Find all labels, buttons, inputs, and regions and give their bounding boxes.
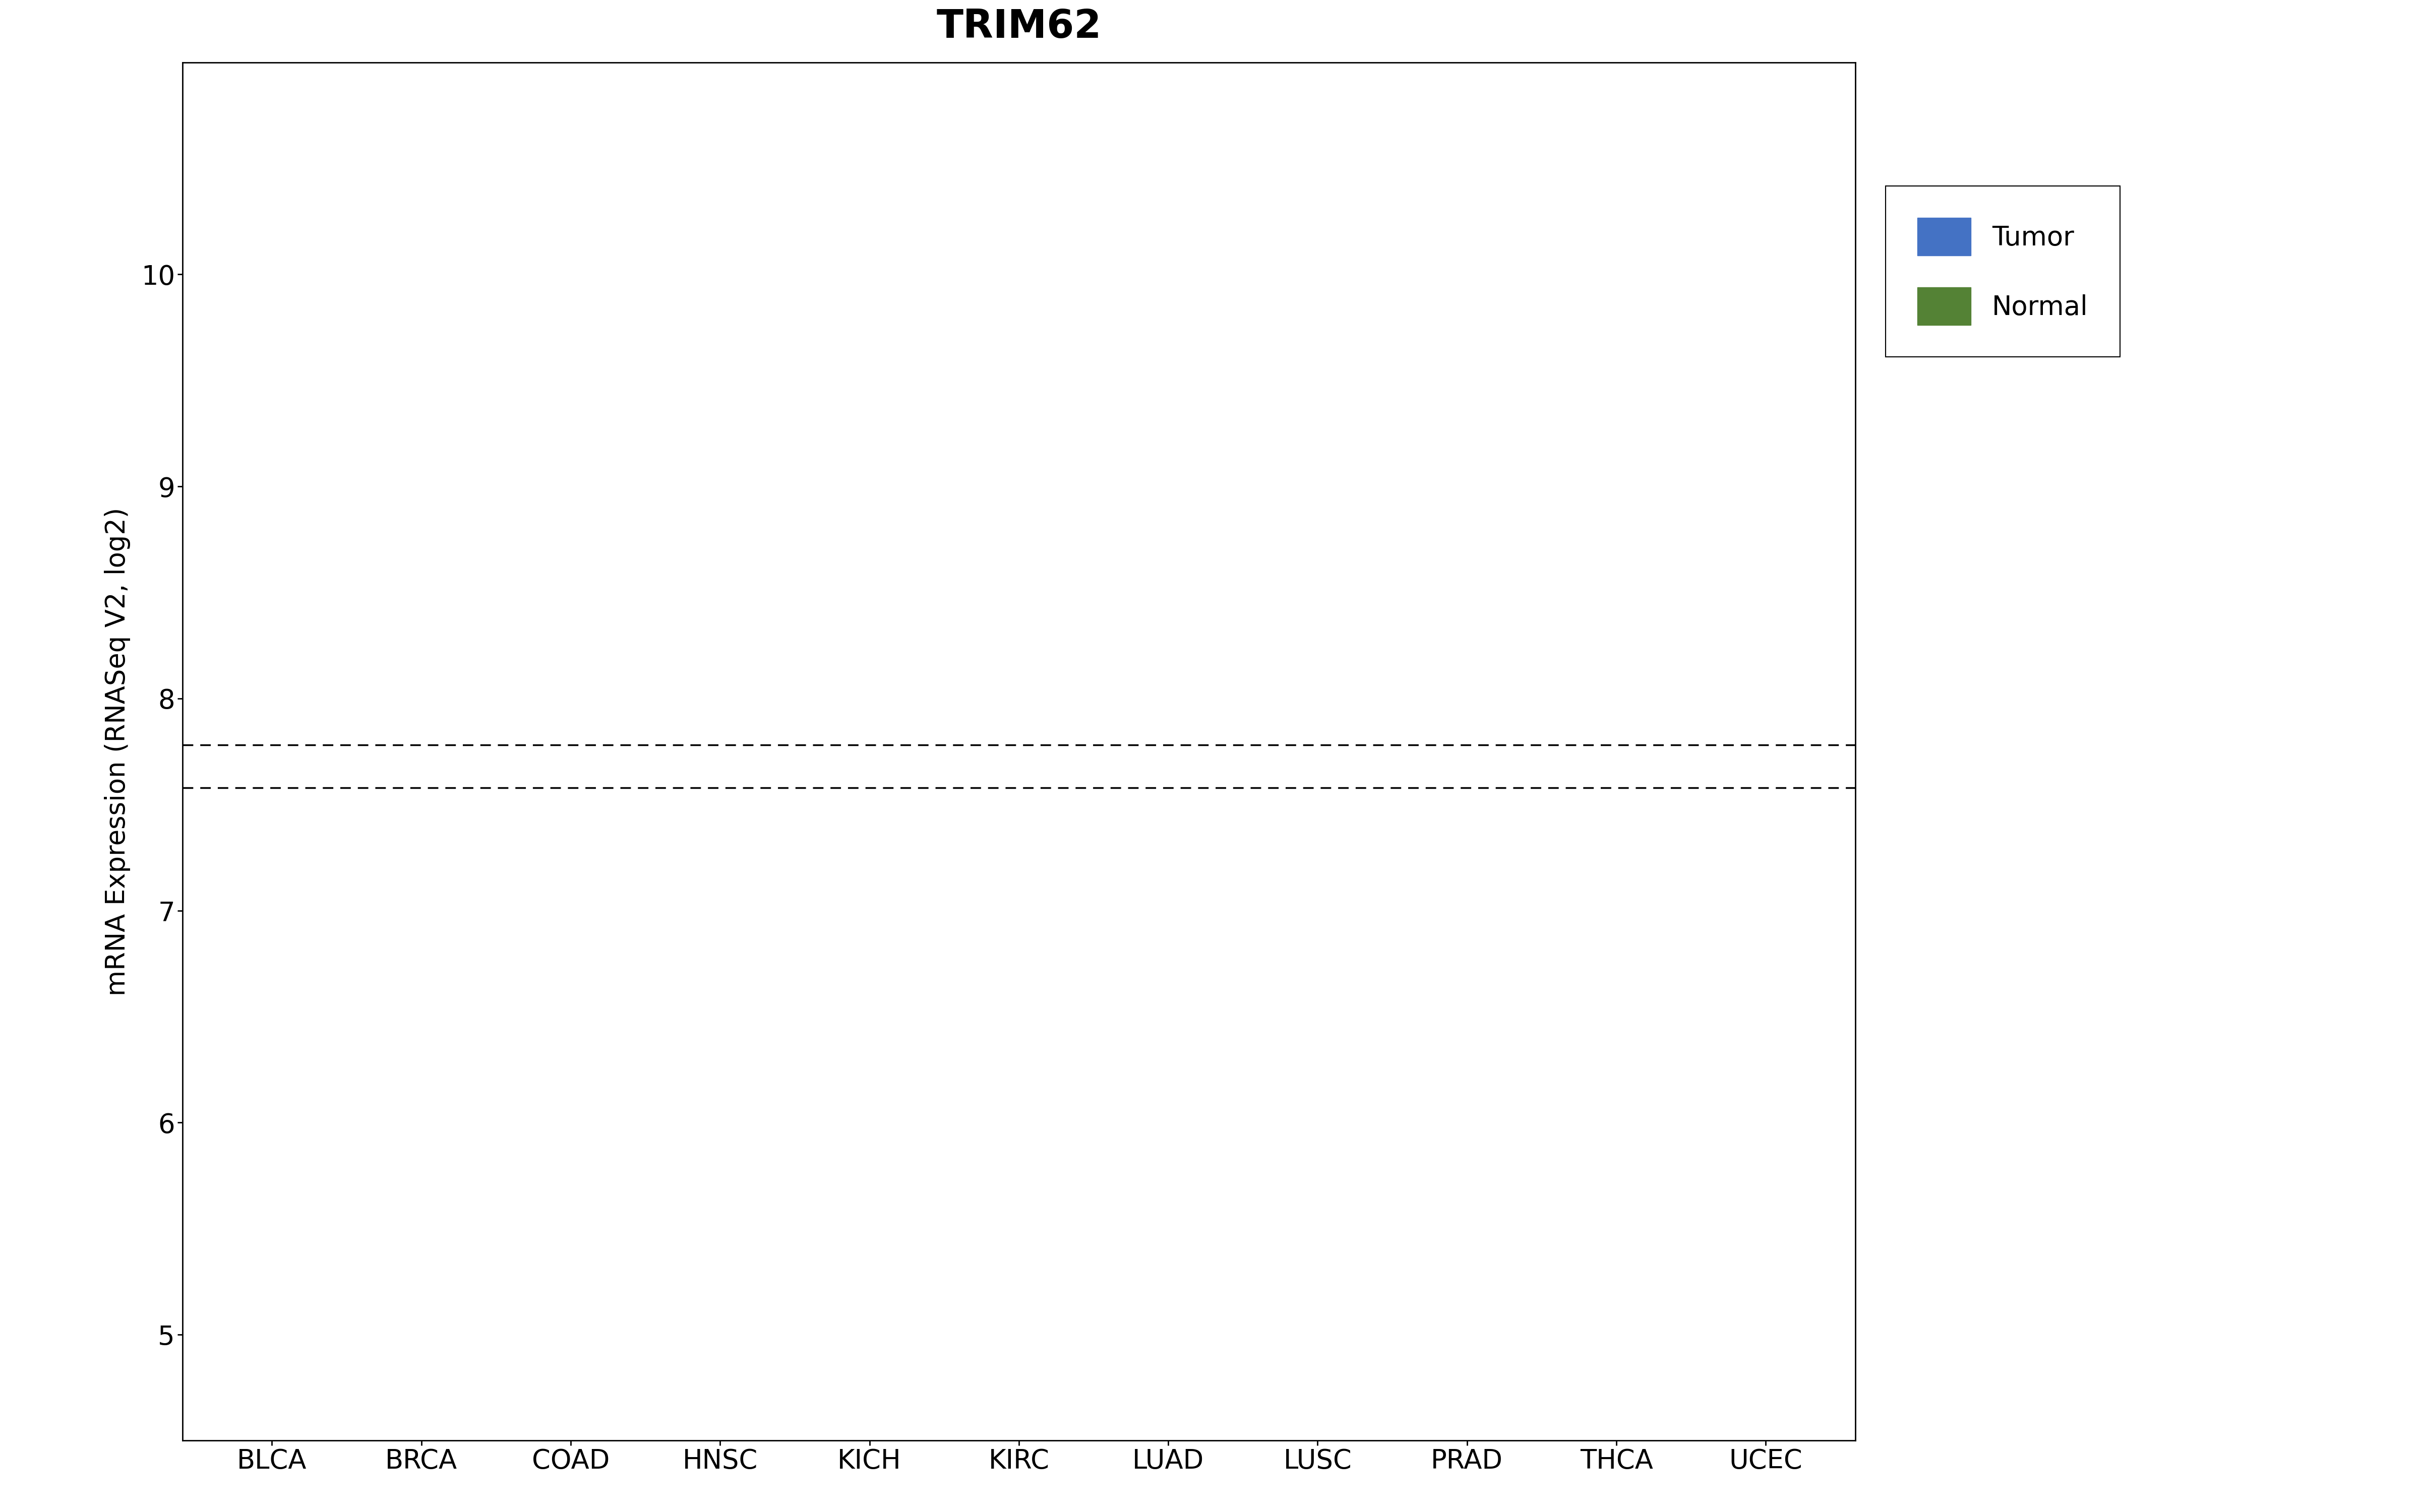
Legend: Tumor, Normal: Tumor, Normal	[1885, 186, 2120, 357]
Title: TRIM62: TRIM62	[937, 8, 1101, 45]
Y-axis label: mRNA Expression (RNASeq V2, log2): mRNA Expression (RNASeq V2, log2)	[104, 507, 131, 996]
